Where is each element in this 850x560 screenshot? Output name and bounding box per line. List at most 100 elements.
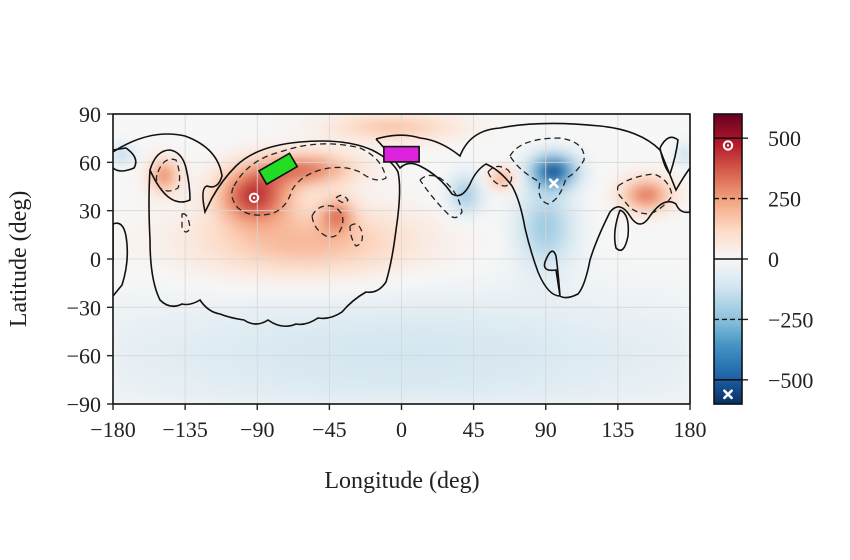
heatmap-cell <box>681 395 690 404</box>
heatmap-cell <box>120 186 130 195</box>
heatmap-cell <box>329 114 338 123</box>
heatmap-cell <box>313 234 322 244</box>
colorbar-segment <box>714 150 742 154</box>
heatmap-cell <box>441 331 450 340</box>
heatmap-cell <box>393 298 402 308</box>
heatmap-cell <box>353 114 362 123</box>
heatmap-cell <box>481 170 490 179</box>
heatmap-cell <box>184 331 194 340</box>
heatmap-cell <box>280 331 290 340</box>
heatmap-cell <box>633 137 643 147</box>
heatmap-cell <box>272 194 282 203</box>
heatmap-cell <box>449 202 458 211</box>
heatmap-cell <box>489 226 498 236</box>
heatmap-cell <box>449 307 458 316</box>
heatmap-cell <box>313 194 322 203</box>
heatmap-cell <box>136 395 146 404</box>
heatmap-cell <box>321 145 330 155</box>
heatmap-cell <box>625 379 635 389</box>
heatmap-cell <box>617 186 627 195</box>
colorbar-segment <box>714 355 742 359</box>
heatmap-cell <box>673 323 683 332</box>
heatmap-cell <box>457 210 466 220</box>
heatmap-cell <box>321 114 330 123</box>
heatmap-cell <box>272 145 282 155</box>
heatmap-cell <box>585 137 595 147</box>
heatmap-cell <box>553 387 563 397</box>
heatmap-cell <box>297 129 306 139</box>
heatmap-cell <box>305 282 314 292</box>
heatmap-cell <box>160 315 170 324</box>
heatmap-cell <box>537 153 547 163</box>
heatmap-cell <box>505 282 514 292</box>
heatmap-cell <box>489 250 498 260</box>
heatmap-cell <box>617 242 627 252</box>
x-tick-label: 45 <box>463 417 485 442</box>
heatmap-cell <box>113 186 122 195</box>
heatmap-cell <box>521 290 531 300</box>
heatmap-cell <box>297 145 306 155</box>
heatmap-cell <box>513 218 523 228</box>
heatmap-cell <box>649 307 659 316</box>
heatmap-cell <box>289 323 298 332</box>
heatmap-cell <box>192 218 202 228</box>
heatmap-cell <box>377 226 386 236</box>
heatmap-cell <box>577 114 587 123</box>
heatmap-cell <box>401 226 410 236</box>
heatmap-cell <box>345 121 354 131</box>
heatmap-cell <box>665 331 675 340</box>
heatmap-cell <box>144 121 154 131</box>
heatmap-cell <box>176 121 186 131</box>
heatmap-cell <box>473 178 482 187</box>
heatmap-cell <box>513 121 523 131</box>
heatmap-cell <box>585 242 595 252</box>
heatmap-cell <box>633 162 643 171</box>
heatmap-cell <box>256 121 266 131</box>
heatmap-cell <box>248 210 258 220</box>
heatmap-cell <box>136 355 146 365</box>
heatmap-cell <box>305 202 314 211</box>
heatmap-cell <box>449 339 458 348</box>
heatmap-cell <box>377 258 386 268</box>
heatmap-cell <box>272 347 282 356</box>
heatmap-cell <box>321 234 330 244</box>
heatmap-cell <box>345 290 354 300</box>
heatmap-cell <box>345 258 354 268</box>
heatmap-cell <box>465 355 474 365</box>
heatmap-cell <box>625 331 635 340</box>
heatmap-cell <box>409 323 418 332</box>
heatmap-cell <box>176 387 186 397</box>
heatmap-cell <box>256 178 266 187</box>
heatmap-cell <box>289 114 298 123</box>
heatmap-cell <box>433 371 442 381</box>
heatmap-cell <box>353 323 362 332</box>
colorbar-segment <box>714 319 742 323</box>
heatmap-cell <box>224 274 234 284</box>
heatmap-cell <box>457 363 466 373</box>
heatmap-cell <box>184 371 194 381</box>
heatmap-cell <box>505 307 514 316</box>
heatmap-cell <box>473 242 482 252</box>
heatmap-cell <box>529 162 539 171</box>
heatmap-cell <box>473 162 482 171</box>
heatmap-cell <box>481 129 490 139</box>
heatmap-cell <box>232 137 242 147</box>
heatmap-cell <box>457 323 466 332</box>
heatmap-cell <box>369 194 378 203</box>
y-axis-label: Latitude (deg) <box>6 191 32 328</box>
heatmap-cell <box>537 379 547 389</box>
heatmap-cell <box>256 129 266 139</box>
heatmap-cell <box>280 274 290 284</box>
heatmap-cell <box>465 218 474 228</box>
heatmap-cell <box>441 274 450 284</box>
heatmap-cell <box>264 315 274 324</box>
heatmap-cell <box>192 290 202 300</box>
heatmap-cell <box>176 178 186 187</box>
heatmap-cell <box>136 298 146 308</box>
heatmap-cell <box>192 363 202 373</box>
heatmap-cell <box>264 290 274 300</box>
heatmap-cell <box>417 129 426 139</box>
heatmap-cell <box>361 162 370 171</box>
heatmap-cell <box>377 178 386 187</box>
heatmap-cell <box>144 387 154 397</box>
